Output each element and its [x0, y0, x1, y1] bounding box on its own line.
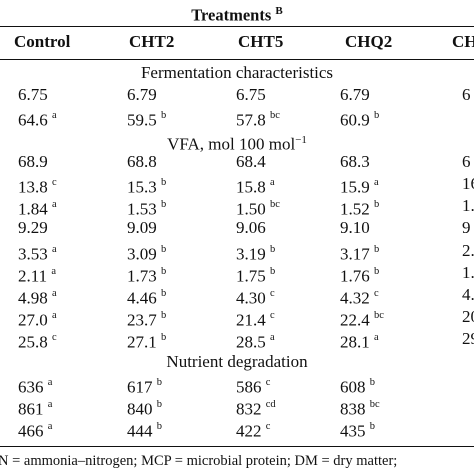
table-cell: 68.8 — [127, 151, 157, 171]
table-cell: 9.29 — [18, 218, 48, 238]
table-cell: 68.3 — [340, 151, 370, 171]
table-cell: 4.46 b — [127, 288, 167, 308]
table-cell: 28.1 a — [340, 332, 379, 353]
table-cell: 2.11 a — [18, 265, 57, 286]
table-cell: 444 b — [127, 421, 162, 441]
table-cell: 3.19 b — [236, 243, 276, 264]
table-cell: 1.76 b — [340, 265, 380, 286]
table-cell: 64.6 a — [18, 110, 57, 131]
table-cell: 6 — [462, 151, 471, 171]
table-cell: 23.7 b — [127, 310, 167, 330]
table-cell: 15.3 b — [127, 177, 167, 197]
table-cell: 15.8 a — [236, 177, 275, 197]
table-cell: 6.79 — [127, 85, 157, 105]
table-cell: 6.75 — [18, 85, 48, 105]
table-cell: 59.5 b — [127, 110, 167, 131]
table-cell: 9.10 — [340, 218, 370, 238]
table-cell: 608 b — [340, 376, 375, 397]
table-cell: 4.30 c — [236, 288, 275, 308]
table-cell: 9 — [462, 218, 471, 238]
column-header-chq2: CHQ2 — [345, 32, 393, 51]
table-cell: 16 — [462, 174, 474, 193]
table-cell: 1.84 a — [18, 199, 57, 219]
table-cell: 832 cd — [236, 399, 276, 419]
table-cell: 466 a — [18, 421, 53, 441]
table-cell: 422 c — [236, 421, 271, 441]
column-header-control: Control — [14, 32, 71, 51]
header-rule-bottom — [0, 59, 474, 60]
table-cell: 3.09 b — [127, 243, 167, 264]
table-cell: 1.3 — [462, 196, 474, 216]
table-cell: 1.4 — [462, 262, 474, 282]
table-cell: 68.4 — [236, 151, 266, 171]
table-cell: 22.4 bc — [340, 310, 384, 330]
table-cell: 6.75 — [236, 85, 266, 105]
table-cell: 636 a — [18, 376, 53, 397]
table-cell: 1.53 b — [127, 199, 167, 219]
section-heading: Nutrient degradation — [166, 351, 308, 371]
table-cell: 20 — [462, 307, 474, 327]
table-cell: 4.2 — [462, 285, 474, 304]
table-cell: 1.75 b — [236, 265, 276, 286]
table-cell: 27.0 a — [18, 310, 57, 330]
table-cell: 9.09 — [127, 218, 157, 238]
table-cell: 25.8 c — [18, 332, 57, 353]
column-header-cht2: CHT2 — [129, 32, 175, 51]
section-heading: VFA, mol 100 mol−1 — [167, 133, 307, 154]
table-cell: 9.06 — [236, 218, 266, 238]
table-cell: 13.8 c — [18, 177, 57, 197]
column-header-cht5: CHT5 — [238, 32, 284, 51]
table-cell: 29 — [462, 329, 474, 349]
table-cell: 6 — [462, 85, 471, 105]
table-cell: 838 bc — [340, 399, 380, 419]
table-cell: 28.5 a — [236, 332, 275, 353]
column-header-cut: CH — [452, 32, 474, 51]
table-cell: 435 b — [340, 421, 375, 441]
table-title: Treatments B — [191, 5, 283, 25]
table-cell: 3.53 a — [18, 243, 57, 264]
table-cell: 861 a — [18, 399, 53, 419]
table-cell: 6.79 — [340, 85, 370, 105]
table-cell: 57.8 bc — [236, 110, 280, 131]
table-cell: 60.9 b — [340, 110, 380, 131]
table-cell: 840 b — [127, 399, 162, 419]
table-cell: 3.17 b — [340, 243, 380, 264]
table-cell: 1.50 bc — [236, 199, 280, 219]
table-cell: 27.1 b — [127, 332, 167, 353]
table-cell: 1.73 b — [127, 265, 167, 286]
table-cell: 4.32 c — [340, 288, 379, 308]
table-cell: 586 c — [236, 376, 271, 397]
table-cell: 15.9 a — [340, 177, 379, 197]
table-cell: 21.4 c — [236, 310, 275, 330]
table-cell: 617 b — [127, 376, 162, 397]
table-cell: 2.8 — [462, 240, 474, 260]
table-cell: 4.98 a — [18, 288, 57, 308]
footnote: N = ammonia–nitrogen; MCP = microbial pr… — [0, 453, 398, 469]
table-cell: 1.52 b — [340, 199, 380, 219]
header-rule-top — [0, 26, 474, 27]
section-heading: Fermentation characteristics — [140, 63, 334, 82]
table-cell: 68.9 — [18, 151, 48, 171]
table-rule-bottom — [0, 446, 474, 447]
